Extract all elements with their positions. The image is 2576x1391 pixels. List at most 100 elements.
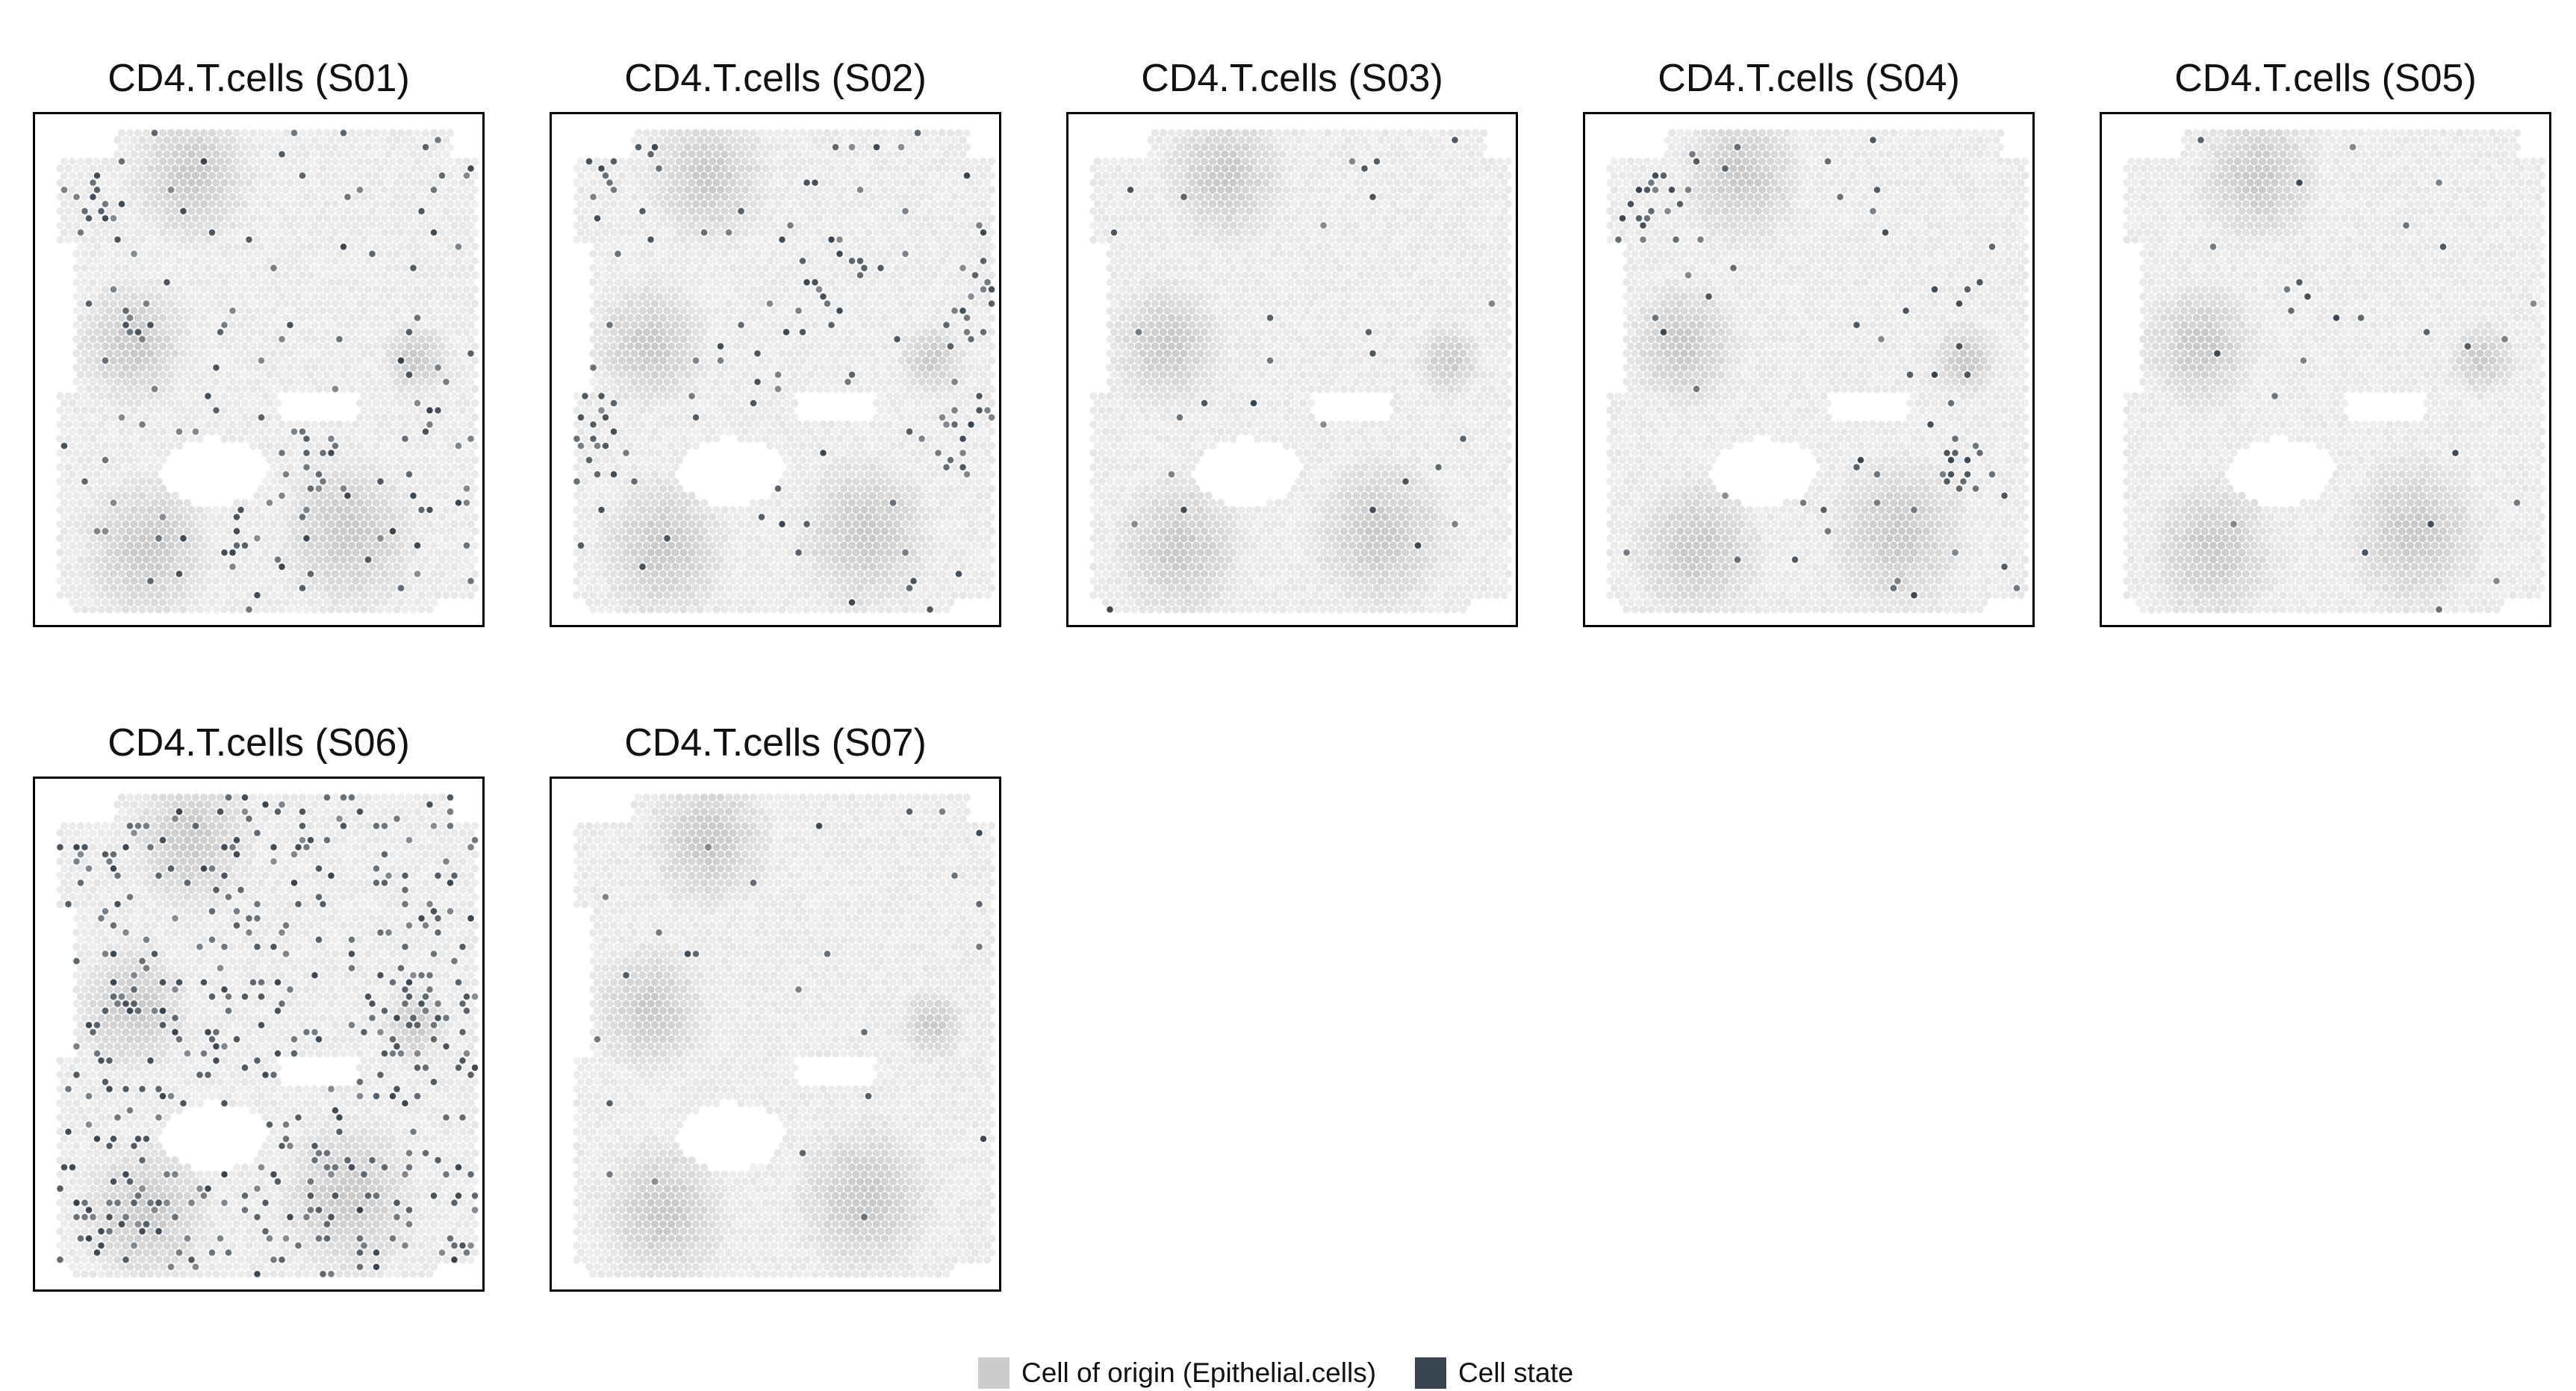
tissue-spot	[237, 549, 244, 556]
tissue-spot	[138, 549, 146, 556]
tissue-spot	[405, 271, 413, 278]
tissue-spot	[315, 285, 323, 293]
tissue-spot	[389, 442, 396, 449]
tissue-spot	[906, 200, 913, 208]
tissue-spot	[77, 570, 84, 578]
tissue-spot	[844, 293, 851, 300]
tissue-spot	[807, 200, 815, 208]
tissue-spot	[463, 314, 470, 322]
tissue-spot	[393, 435, 400, 443]
tissue-spot	[983, 165, 991, 172]
tissue-spot	[455, 456, 462, 464]
tissue-spot	[151, 541, 158, 549]
tissue-spot	[368, 136, 376, 143]
tissue-spot	[208, 414, 216, 421]
tissue-spot	[72, 577, 80, 585]
tissue-spot	[332, 428, 339, 435]
cell-state-spot	[308, 485, 314, 491]
tissue-spot	[659, 200, 667, 208]
tissue-spot	[381, 541, 388, 549]
tissue-spot	[963, 186, 971, 193]
tissue-spot	[373, 456, 380, 464]
tissue-spot	[249, 442, 257, 449]
tissue-spot	[184, 143, 191, 151]
tissue-spot	[610, 329, 617, 336]
tissue-spot	[589, 349, 597, 357]
tissue-spot	[397, 329, 405, 336]
tissue-spot	[179, 520, 187, 528]
tissue-spot	[647, 136, 654, 143]
tissue-spot	[373, 158, 380, 165]
tissue-spot	[138, 264, 146, 272]
tissue-spot	[286, 222, 293, 229]
tissue-spot	[602, 271, 609, 278]
tissue-spot	[955, 186, 962, 193]
tissue-spot	[184, 570, 191, 578]
tissue-spot	[282, 314, 290, 322]
tissue-spot	[315, 343, 323, 350]
tissue-spot	[85, 570, 93, 578]
tissue-spot	[134, 541, 142, 549]
tissue-spot	[64, 563, 72, 570]
tissue-spot	[635, 314, 642, 322]
tissue-spot	[60, 228, 68, 236]
tissue-spot	[868, 222, 876, 229]
tissue-spot	[171, 520, 178, 528]
tissue-spot	[126, 442, 134, 449]
tissue-spot	[212, 420, 220, 428]
tissue-spot	[249, 527, 257, 535]
tissue-spot	[278, 535, 285, 542]
tissue-spot	[77, 172, 84, 179]
tissue-spot	[364, 527, 372, 535]
tissue-spot	[266, 228, 273, 236]
tissue-spot	[72, 278, 80, 286]
tissue-spot	[159, 357, 167, 364]
tissue-spot	[873, 228, 880, 236]
tissue-spot	[414, 143, 421, 151]
tissue-spot	[311, 222, 318, 229]
tissue-spot	[737, 349, 744, 357]
tissue-spot	[72, 549, 80, 556]
tissue-spot	[704, 349, 712, 357]
tissue-spot	[134, 456, 142, 464]
tissue-spot	[381, 329, 388, 336]
tissue-spot	[77, 329, 84, 336]
tissue-spot	[184, 513, 191, 520]
tissue-spot	[146, 591, 154, 599]
tissue-spot	[955, 285, 962, 293]
tissue-spot	[352, 478, 359, 485]
tissue-spot	[405, 129, 413, 137]
tissue-spot	[327, 420, 335, 428]
tissue-spot	[311, 420, 318, 428]
tissue-spot	[442, 549, 449, 556]
tissue-spot	[848, 129, 856, 137]
tissue-spot	[340, 442, 347, 449]
tissue-spot	[270, 179, 277, 187]
tissue-spot	[458, 506, 466, 514]
tissue-spot	[819, 150, 827, 158]
tissue-spot	[947, 158, 954, 165]
tissue-spot	[364, 243, 372, 250]
tissue-spot	[868, 208, 876, 215]
tissue-spot	[89, 506, 96, 514]
tissue-spot	[610, 228, 617, 236]
tissue-spot	[918, 335, 925, 343]
tissue-spot	[335, 478, 343, 485]
tissue-spot	[602, 228, 609, 236]
tissue-spot	[434, 392, 441, 399]
tissue-spot	[655, 278, 662, 286]
tissue-spot	[426, 478, 433, 485]
tissue-spot	[897, 357, 905, 364]
tissue-spot	[856, 143, 864, 151]
cell-state-spot	[90, 194, 96, 200]
tissue-spot	[745, 293, 753, 300]
tissue-spot	[447, 414, 454, 421]
tissue-spot	[373, 414, 380, 421]
tissue-spot	[179, 606, 187, 613]
tissue-spot	[146, 293, 154, 300]
tissue-spot	[741, 200, 749, 208]
tissue-spot	[442, 193, 449, 201]
tissue-spot	[618, 271, 626, 278]
tissue-spot	[335, 208, 343, 215]
tissue-spot	[163, 520, 170, 528]
